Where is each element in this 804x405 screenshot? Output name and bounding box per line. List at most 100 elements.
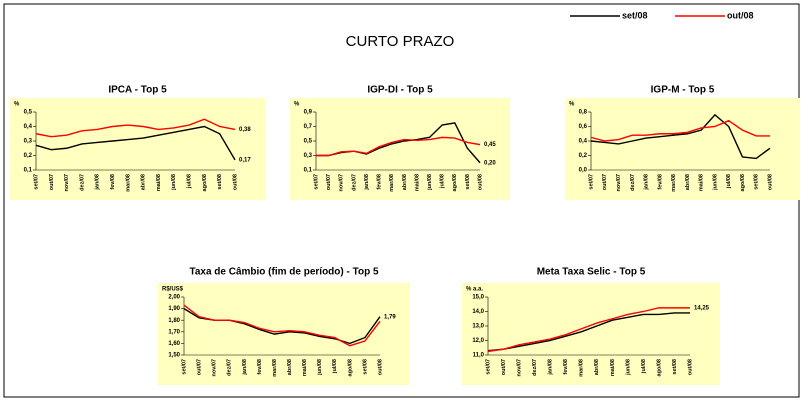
series-line [35, 118, 236, 138]
x-tick-label: ago/08 [740, 174, 746, 191]
x-tick-label: out/08 [377, 359, 383, 375]
x-tick-label: dez/07 [79, 174, 85, 191]
y-unit: % a.a. [466, 287, 483, 293]
y-tick-label: 0,0 [579, 168, 588, 174]
x-tick-label: fev/08 [110, 174, 116, 190]
x-tick-label: out/08 [477, 174, 483, 190]
x-tick-label: set/08 [217, 174, 223, 190]
x-tick-label: nov/07 [616, 174, 622, 191]
x-tick-label: mai/08 [302, 359, 308, 376]
x-tick-label: fev/08 [563, 359, 569, 375]
x-tick-label: out/07 [326, 174, 332, 190]
x-tick-label: jan/08 [95, 174, 101, 191]
y-tick-label: 0,5 [24, 110, 33, 116]
x-tick-label: out/07 [197, 359, 203, 375]
y-tick-label: 12,0 [472, 338, 484, 344]
y-tick-label: 13,0 [472, 324, 484, 330]
x-tick-label: mar/08 [389, 174, 395, 192]
legend-label: set/08 [622, 10, 648, 20]
x-tick-label: mar/08 [671, 174, 677, 192]
x-tick-label: set/07 [588, 174, 594, 190]
x-tick-label: mai/08 [610, 359, 616, 376]
slide-title: CURTO PRAZO [346, 33, 455, 50]
x-tick-label: abr/08 [594, 359, 600, 375]
y-tick-label: 15,0 [472, 295, 484, 301]
value-label: 0,45 [484, 142, 496, 148]
x-tick-label: jun/08 [317, 359, 323, 376]
x-tick-label: ago/08 [202, 174, 208, 191]
x-tick-label: jul/08 [726, 174, 732, 189]
chart-title: IPCA - Top 5 [108, 85, 167, 96]
x-tick-label: out/08 [232, 174, 238, 190]
chart-panel [565, 98, 800, 200]
x-tick-label: mar/08 [272, 359, 278, 377]
y-unit: % [294, 102, 300, 108]
x-tick-label: set/08 [754, 174, 760, 190]
y-tick-label: 0,2 [579, 153, 588, 159]
y-tick-label: 0,7 [304, 124, 313, 130]
y-tick-label: 0,4 [24, 124, 33, 130]
y-tick-label: 0,1 [24, 168, 33, 174]
x-tick-label: mai/08 [156, 174, 162, 191]
x-tick-label: mai/08 [414, 174, 420, 191]
x-tick-label: dez/07 [630, 174, 636, 191]
x-tick-label: abr/08 [287, 359, 293, 375]
y-tick-label: 1,90 [168, 306, 180, 312]
x-tick-label: abr/08 [141, 174, 147, 190]
x-tick-label: nov/07 [64, 174, 70, 191]
value-label: 0,38 [239, 127, 251, 133]
x-tick-label: set/07 [313, 174, 319, 190]
x-tick-label: jun/08 [712, 174, 718, 191]
x-tick-label: set/07 [181, 359, 187, 375]
x-tick-label: set/07 [33, 174, 39, 190]
chart-title: IGP-DI - Top 5 [367, 85, 433, 96]
x-tick-label: ago/08 [347, 359, 353, 376]
x-tick-label: jul/08 [187, 174, 193, 189]
y-tick-label: 0,2 [24, 153, 33, 159]
chart-panel [462, 283, 720, 385]
value-label: 0,17 [239, 157, 251, 163]
x-tick-label: abr/08 [402, 174, 408, 190]
y-tick-label: 1,70 [168, 329, 180, 335]
y-tick-label: 2,00 [168, 295, 180, 301]
series-line [35, 125, 236, 161]
y-tick-label: 14,0 [472, 309, 484, 315]
value-label: 0,20 [484, 160, 496, 166]
x-tick-label: nov/07 [339, 174, 345, 191]
value-label: 14,25 [694, 305, 710, 311]
x-tick-label: mar/08 [579, 359, 585, 377]
y-tick-label: 0,5 [304, 139, 313, 145]
series-line [590, 119, 770, 142]
x-tick-label: set/08 [362, 359, 368, 375]
x-tick-label: dez/07 [532, 359, 538, 376]
y-tick-label: 1,80 [168, 318, 180, 324]
y-unit: % [569, 102, 575, 108]
x-tick-label: jun/08 [427, 174, 433, 191]
x-tick-label: jan/08 [364, 174, 370, 191]
x-tick-label: out/08 [687, 359, 693, 375]
x-tick-label: set/08 [672, 359, 678, 375]
series-line [183, 304, 381, 347]
x-tick-label: nov/07 [212, 359, 218, 376]
x-tick-label: jul/08 [332, 359, 338, 374]
x-tick-label: out/07 [501, 359, 507, 375]
y-tick-label: 0,6 [579, 124, 588, 130]
x-tick-label: fev/08 [377, 174, 383, 190]
y-tick-label: 0,9 [304, 110, 313, 116]
x-tick-label: dez/07 [351, 174, 357, 191]
x-tick-label: jul/08 [641, 359, 647, 374]
y-unit: % [14, 102, 20, 108]
y-tick-label: 11,0 [473, 353, 485, 359]
x-tick-label: dez/07 [227, 359, 233, 376]
series-line [316, 136, 481, 157]
value-label: 1,79 [384, 314, 396, 320]
x-tick-label: fev/08 [257, 359, 263, 375]
x-tick-label: fev/08 [657, 174, 663, 190]
x-tick-label: nov/07 [517, 359, 523, 376]
x-tick-label: mai/08 [699, 174, 705, 191]
chart-panel [290, 98, 510, 200]
x-tick-label: out/08 [767, 174, 773, 190]
y-tick-label: 1,50 [168, 353, 180, 359]
